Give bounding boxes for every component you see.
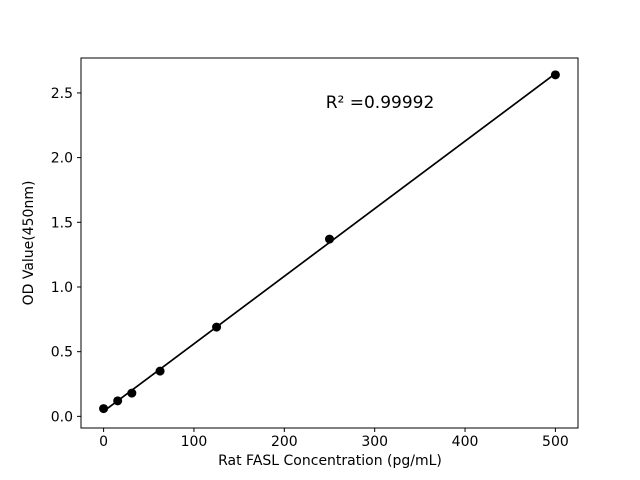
x-tick-label: 500 (542, 434, 569, 450)
data-point (155, 366, 165, 376)
x-tick-label: 400 (452, 434, 479, 450)
data-point (550, 70, 560, 80)
y-tick-label: 2.5 (51, 86, 73, 102)
y-tick-label: 1.0 (51, 280, 73, 296)
y-tick-label: 0.0 (51, 409, 73, 425)
x-tick-label: 0 (99, 434, 108, 450)
y-tick-label: 1.5 (51, 215, 73, 231)
data-point (212, 322, 222, 332)
r-squared-annotation: R² =0.99992 (326, 93, 435, 113)
axes-frame (80, 57, 579, 429)
y-tick-label: 0.5 (51, 345, 73, 361)
y-tick-label: 2.0 (51, 151, 73, 167)
data-point (99, 404, 109, 414)
data-point (127, 388, 137, 398)
x-tick-label: 200 (271, 434, 298, 450)
plot-area: 0 100 200 300 400 500 0.0 0.5 1.0 1.5 2.0 2.5 (51, 57, 579, 450)
data-point (113, 396, 123, 406)
x-tick-label: 100 (181, 434, 208, 450)
x-tick-label: 300 (361, 434, 388, 450)
y-axis-label: OD Value(450nm) (21, 181, 37, 306)
x-axis-label: Rat FASL Concentration (pg/mL) (218, 453, 442, 469)
data-point (325, 234, 334, 244)
